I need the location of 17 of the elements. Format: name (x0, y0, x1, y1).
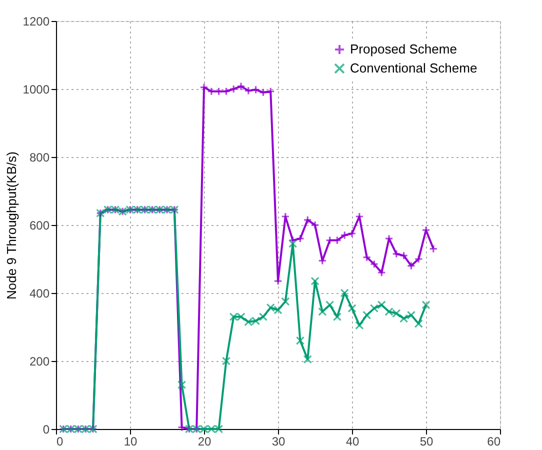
x-tick-label: 30 (272, 434, 286, 448)
y-tick-label: 1200 (22, 14, 50, 28)
y-tick-label: 0 (42, 422, 50, 436)
x-tick-label: 0 (56, 434, 64, 448)
y-axis-title: Node 9 Throughput(KB/s) (4, 152, 19, 300)
x-tick-label: 50 (420, 434, 434, 448)
legend-label: Conventional Scheme (350, 60, 478, 76)
x-tick-label: 20 (198, 434, 212, 448)
y-tick-label: 200 (29, 354, 50, 368)
legend-label: Proposed Scheme (350, 42, 457, 56)
y-tick-label: 800 (29, 150, 50, 164)
y-tick-label: 1000 (22, 82, 50, 96)
x-tick-label: 60 (487, 434, 501, 448)
y-tick-label: 400 (29, 286, 50, 300)
y-tick-label: 600 (29, 218, 50, 232)
x-tick-label: 40 (346, 434, 360, 448)
x-tick-label: 10 (124, 434, 138, 448)
